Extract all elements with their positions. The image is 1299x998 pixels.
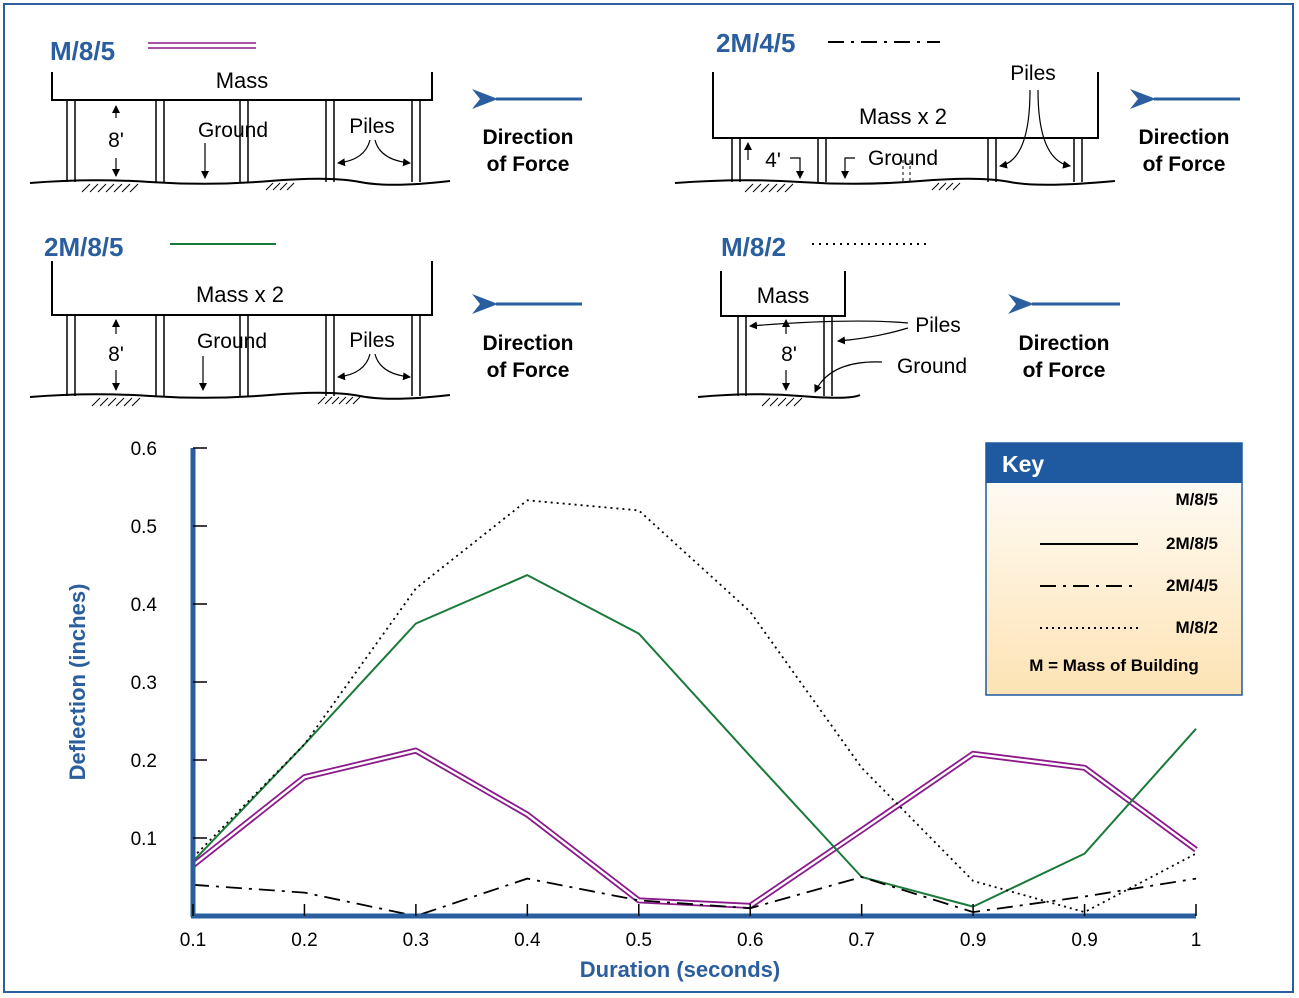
force-label-line2: of Force bbox=[487, 359, 570, 382]
diagram-title: M/8/5 bbox=[50, 36, 115, 66]
mass-block bbox=[51, 72, 433, 101]
legend-box bbox=[985, 442, 1243, 696]
legend-label-m82: M/8/2 bbox=[1175, 618, 1218, 637]
series-line-m-8-2 bbox=[192, 499, 1197, 914]
piles-label: Piles bbox=[349, 115, 395, 138]
x-tick-label: 0.2 bbox=[291, 930, 317, 951]
soil-hatch bbox=[91, 396, 361, 407]
mass-block bbox=[51, 261, 433, 316]
height-label: 8' bbox=[108, 343, 124, 366]
y-tick-label: 0.4 bbox=[131, 595, 158, 616]
x-tick-label: 1 bbox=[1191, 930, 1202, 951]
diagram-title: 2M/8/5 bbox=[44, 232, 124, 262]
x-tick-label: 0.5 bbox=[626, 930, 652, 951]
ground-line bbox=[674, 177, 1116, 186]
force-label-line1: Direction bbox=[482, 126, 573, 149]
ground-label: Ground bbox=[198, 119, 268, 142]
legend-title: Key bbox=[1002, 451, 1044, 477]
diagram-title: M/8/2 bbox=[721, 232, 786, 262]
force-label-line1: Direction bbox=[1138, 126, 1229, 149]
ticks-layer: 0.1 0.2 0.3 0.4 0.5 0.6 0.1 0.2 0.3 0.4 0.5 0.6 0.7 0… bbox=[131, 439, 1202, 951]
y-tick-label: 0.3 bbox=[131, 673, 157, 694]
force-label-line2: of Force bbox=[1143, 153, 1226, 176]
mass-label: Mass x 2 bbox=[859, 104, 947, 129]
deflection-chart: 0.1 0.2 0.3 0.4 0.5 0.6 0.1 0.2 0.3 0.4 0.5 0.6 0.7 0… bbox=[65, 439, 1201, 982]
legend-header bbox=[986, 443, 1242, 483]
force-label-line2: of Force bbox=[487, 153, 570, 176]
x-tick-label: 0.1 bbox=[180, 930, 206, 951]
mass-block bbox=[712, 72, 1099, 139]
series-line-2m-4-5 bbox=[192, 876, 1197, 917]
piles bbox=[66, 315, 421, 396]
mass-label: Mass x 2 bbox=[196, 282, 284, 307]
ground-label: Ground bbox=[197, 330, 267, 353]
ground-line bbox=[29, 177, 451, 186]
diagram-title: 2M/4/5 bbox=[716, 28, 796, 58]
y-tick-label: 0.2 bbox=[131, 751, 157, 772]
piles bbox=[66, 100, 421, 182]
figure-frame bbox=[3, 3, 1294, 993]
y-tick-label: 0.5 bbox=[131, 517, 157, 538]
legend-key: Key M/8/5 2M/8/5 2M/4/5 M/8/2 M = Mass o… bbox=[985, 442, 1243, 696]
soil-hatch bbox=[744, 182, 961, 193]
ground-label: Ground bbox=[897, 355, 967, 378]
piles bbox=[731, 138, 1083, 182]
force-label-line1: Direction bbox=[1018, 332, 1109, 355]
mass-label: Mass bbox=[757, 283, 810, 308]
piles-label: Piles bbox=[915, 314, 961, 337]
legend-note: M = Mass of Building bbox=[1029, 656, 1199, 675]
x-tick-label: 0.9 bbox=[960, 930, 986, 951]
y-tick-label: 0.6 bbox=[131, 439, 157, 460]
soil-hatch bbox=[81, 182, 295, 193]
x-tick-label: 0.7 bbox=[848, 930, 874, 951]
x-tick-label: 0.3 bbox=[403, 930, 429, 951]
diagram-2m85: 2M/8/5 Mass x 2 8' Ground Piles Directio… bbox=[29, 232, 582, 407]
force-label-line2: of Force bbox=[1023, 359, 1106, 382]
legend-label-2m85: 2M/8/5 bbox=[1166, 534, 1218, 553]
piles bbox=[737, 316, 833, 396]
x-tick-label: 0.6 bbox=[737, 930, 763, 951]
y-axis-label: Deflection (inches) bbox=[65, 584, 90, 781]
diagram-m82: M/8/2 Mass 8' Piles Ground Direction of … bbox=[697, 232, 1120, 407]
diagram-m85: M/8/5 Mass 8' Ground Piles Direction of … bbox=[29, 36, 582, 193]
x-axis-label: Duration (seconds) bbox=[580, 957, 780, 982]
height-label: 8' bbox=[781, 343, 797, 366]
ground-line bbox=[697, 393, 861, 399]
series-layer bbox=[191, 499, 1198, 917]
series-line-2m-8-5 bbox=[192, 574, 1197, 908]
mass-block bbox=[720, 271, 846, 317]
height-label: 8' bbox=[108, 129, 124, 152]
mass-label: Mass bbox=[216, 68, 269, 93]
x-tick-label: 0.4 bbox=[514, 930, 541, 951]
legend-label-2m45: 2M/4/5 bbox=[1166, 576, 1218, 595]
series-line-m-8-5 bbox=[191, 747, 1198, 909]
diagram-2m45: 2M/4/5 Mass x 2 4' Ground Piles Directio… bbox=[674, 28, 1240, 193]
piles-label: Piles bbox=[1010, 62, 1056, 85]
x-tick-label: 0.9 bbox=[1071, 930, 1097, 951]
force-label-line1: Direction bbox=[482, 332, 573, 355]
height-label: 4' bbox=[765, 149, 781, 172]
ground-line bbox=[29, 391, 451, 400]
soil-hatch bbox=[761, 397, 803, 407]
legend-label-m85: M/8/5 bbox=[1175, 490, 1218, 509]
y-tick-label: 0.1 bbox=[131, 829, 157, 850]
series-line-m-8-5-inner bbox=[192, 749, 1197, 908]
ground-label: Ground bbox=[868, 147, 938, 170]
piles-label: Piles bbox=[349, 329, 395, 352]
